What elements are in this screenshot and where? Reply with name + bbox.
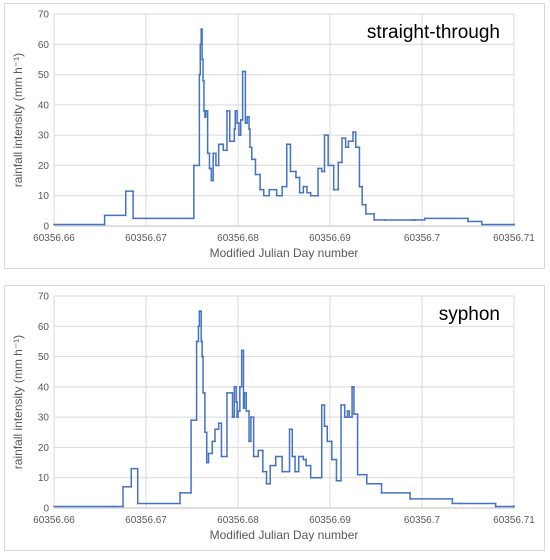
series-line (53, 28, 515, 226)
y-tick-label: 50 (38, 70, 50, 81)
y-tick-label: 60 (38, 40, 50, 51)
x-axis-label: Modified Julian Day number (210, 246, 359, 260)
y-axis-label: rainfall intensity (mm h⁻¹) (11, 53, 25, 187)
y-tick-label: 40 (38, 100, 50, 111)
y-tick-label: 20 (38, 161, 50, 172)
y-tick-label: 70 (38, 292, 50, 303)
chart-title: syphon (439, 304, 500, 325)
y-tick-label: 20 (38, 443, 50, 454)
chart-panel-straight-through: 0 10 20 30 40 50 60 70 60356.66 60356.67 60356.68 6… (4, 3, 545, 269)
x-tick-label: 60356.71 (493, 233, 535, 244)
x-tick-label: 60356.7 (404, 233, 441, 244)
x-tick-label: 60356.69 (309, 515, 351, 526)
chart-svg: 0 10 20 30 40 50 60 70 60356.66 60356.67 60356.68 6… (11, 292, 535, 543)
y-axis-label: rainfall intensity (mm h⁻¹) (11, 335, 25, 469)
y-tick-label: 0 (43, 222, 49, 233)
y-tick-label: 30 (38, 413, 50, 424)
y-tick-label: 70 (38, 10, 50, 21)
x-tick-label: 60356.67 (125, 515, 167, 526)
y-tick-label: 60 (38, 322, 50, 333)
x-tick-label: 60356.66 (33, 515, 75, 526)
chart-panel-syphon: 0 10 20 30 40 50 60 70 60356.66 60356.67 60356.68 6… (4, 285, 545, 551)
series-line (53, 310, 515, 508)
y-tick-label: 50 (38, 352, 50, 363)
x-tick-label: 60356.67 (125, 233, 167, 244)
x-tick-label: 60356.7 (404, 515, 441, 526)
y-tick-label: 10 (38, 191, 50, 202)
y-tick-label: 40 (38, 382, 50, 393)
chart-title: straight-through (367, 22, 500, 43)
x-tick-label: 60356.69 (309, 233, 351, 244)
x-tick-label: 60356.71 (493, 515, 535, 526)
x-tick-label: 60356.68 (217, 515, 259, 526)
x-tick-label: 60356.66 (33, 233, 75, 244)
y-tick-label: 0 (43, 504, 49, 515)
x-tick-label: 60356.68 (217, 233, 259, 244)
y-tick-label: 10 (38, 473, 50, 484)
chart-svg: 0 10 20 30 40 50 60 70 60356.66 60356.67 60356.68 6… (11, 10, 535, 261)
x-axis-label: Modified Julian Day number (210, 528, 359, 542)
y-tick-label: 30 (38, 131, 50, 142)
